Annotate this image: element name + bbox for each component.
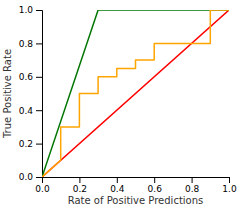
plot-area: 0.0 0.2 0.4 0.6 0.8 1.0 0.0 0.2 0.4 0.6 0.8 1.0 xyxy=(19,5,237,194)
series-line xyxy=(42,10,229,177)
y-tick: 1.0 xyxy=(19,5,42,15)
x-tick-label: 1.0 xyxy=(222,184,237,194)
lines xyxy=(42,10,229,177)
y-tick: 0.2 xyxy=(19,139,42,149)
y-tick-label: 1.0 xyxy=(19,5,34,15)
y-tick-label: 0.8 xyxy=(19,39,34,49)
x-axis-line xyxy=(43,178,230,184)
x-tick: 0.6 xyxy=(148,177,163,194)
x-tick-label: 0.4 xyxy=(110,184,125,194)
y-tick-mark xyxy=(36,77,42,78)
x-tick-label: 0.2 xyxy=(73,184,87,194)
y-axis-line xyxy=(36,11,43,178)
y-tick: 0.4 xyxy=(19,106,42,116)
x-tick: 0.8 xyxy=(185,177,200,194)
y-tick: 0.8 xyxy=(19,39,42,49)
x-tick-label: 0.8 xyxy=(185,184,200,194)
y-tick: 0.6 xyxy=(19,72,42,82)
x-axis: 0.0 0.2 0.4 0.6 0.8 1.0 xyxy=(35,177,237,194)
y-tick-mark xyxy=(36,177,42,178)
y-tick-label: 0.4 xyxy=(19,106,34,116)
x-axis-title: Rate of Positive Predictions xyxy=(68,195,204,206)
x-tick: 0.0 xyxy=(35,177,50,194)
y-axis-title: True Positive Rate xyxy=(2,49,13,139)
y-tick-label: 0.6 xyxy=(19,72,34,82)
x-tick-label: 0.0 xyxy=(35,184,50,194)
series-line xyxy=(42,10,229,177)
chart-container: 0.0 0.2 0.4 0.6 0.8 1.0 0.0 0.2 0.4 0.6 0.8 1.0 Rate… xyxy=(0,0,241,209)
y-tick-mark xyxy=(36,10,42,11)
y-tick-mark xyxy=(36,43,42,44)
y-axis: 0.0 0.2 0.4 0.6 0.8 1.0 xyxy=(19,5,43,182)
x-tick-mark xyxy=(117,177,118,183)
x-tick-mark xyxy=(229,177,230,183)
x-tick: 0.4 xyxy=(110,177,125,194)
x-tick: 1.0 xyxy=(222,177,237,194)
x-tick-mark xyxy=(79,177,80,183)
x-tick-label: 0.6 xyxy=(148,184,163,194)
y-tick-label: 0.0 xyxy=(19,172,34,182)
x-tick: 0.2 xyxy=(73,177,87,194)
y-tick-label: 0.2 xyxy=(19,139,33,149)
y-tick-mark xyxy=(36,110,42,111)
y-tick-mark xyxy=(36,144,42,145)
chart-svg: 0.0 0.2 0.4 0.6 0.8 1.0 0.0 0.2 0.4 0.6 0.8 1.0 Rate… xyxy=(0,0,241,209)
y-tick: 0.0 xyxy=(19,172,42,182)
x-tick-mark xyxy=(154,177,155,183)
x-tick-mark xyxy=(192,177,193,183)
series-line xyxy=(42,10,229,177)
